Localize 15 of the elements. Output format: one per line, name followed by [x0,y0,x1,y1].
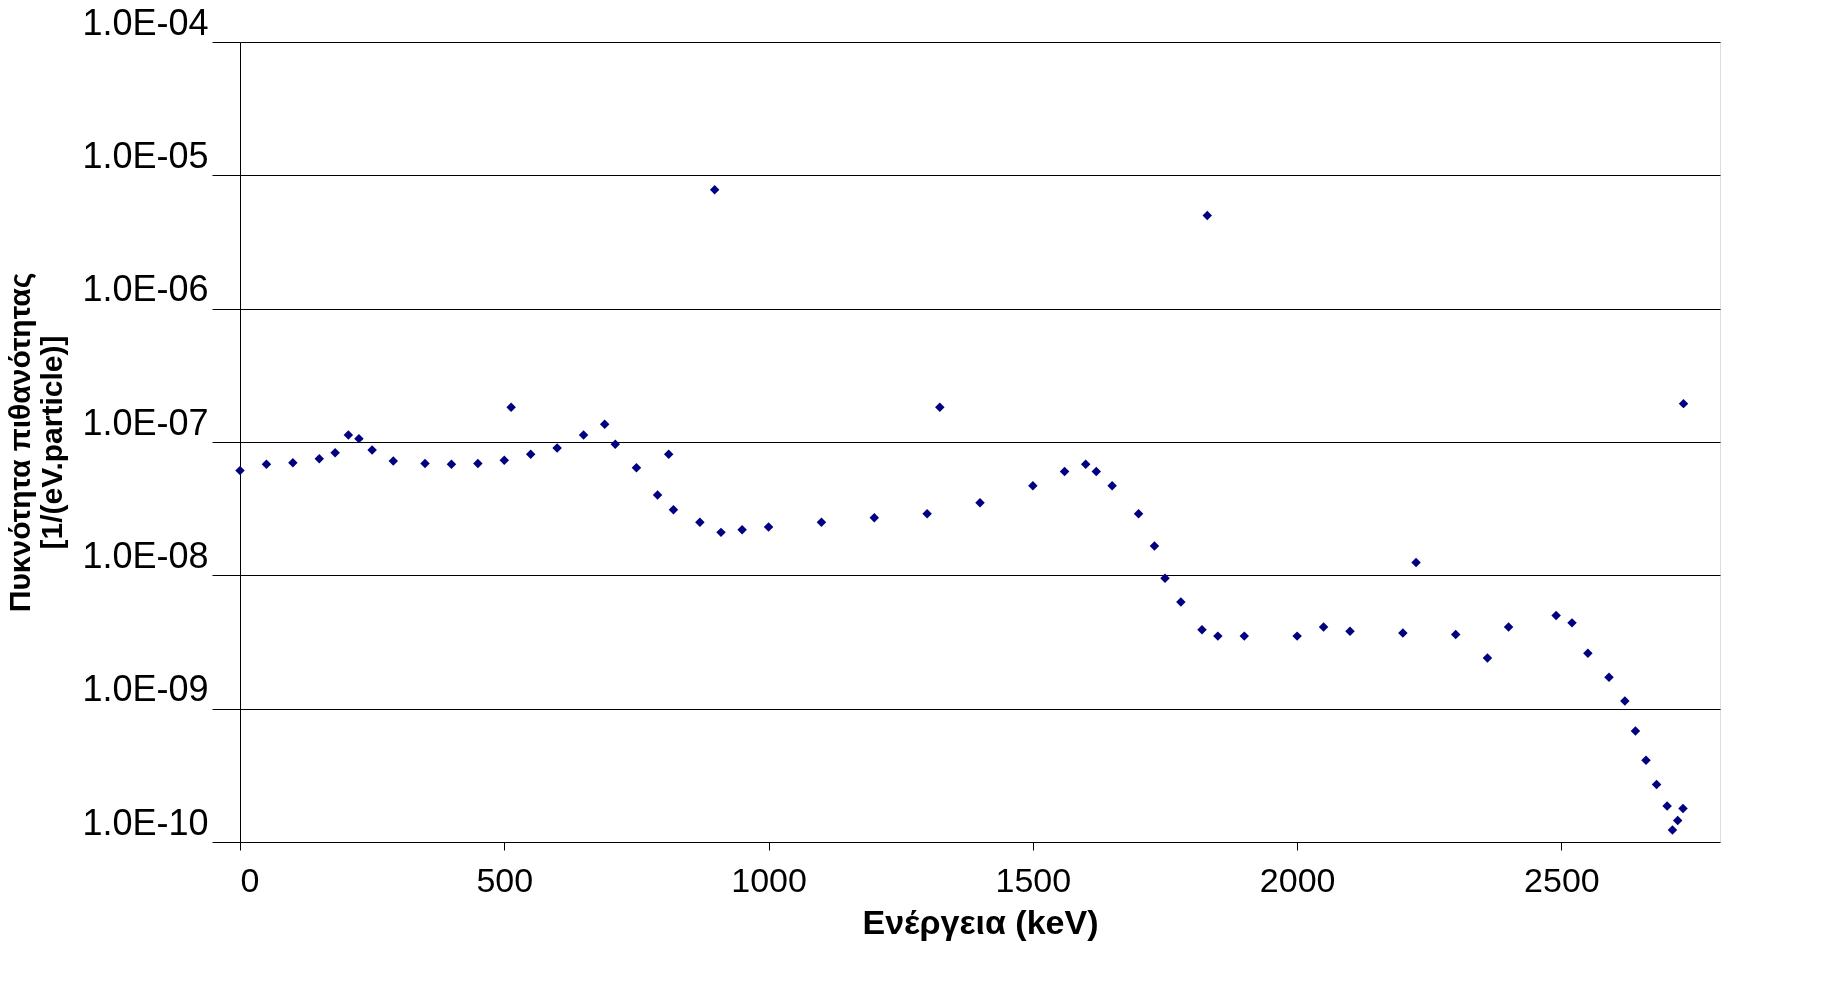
y-tick-label: 1.0E-08 [82,534,209,576]
y-tick-label: 1.0E-05 [82,134,209,176]
x-tick-label: 1500 [995,860,1072,899]
y-tick-label: 1.0E-06 [82,268,209,310]
x-tick-label: 500 [476,860,534,899]
x-tick-label: 1000 [731,860,807,899]
y-tick-label: 1.0E-04 [82,1,209,43]
x-tick-label: 2500 [1524,860,1600,899]
x-tick-label: 2000 [1259,860,1336,899]
y-tick-label: 1.0E-09 [82,668,209,710]
y-tick-label: 1.0E-07 [82,401,209,443]
y-axis-title: Πυκνότητα πιθανότητας [1/(eV.particle)] [3,272,69,613]
y-tick-label: 1.0E-10 [82,801,209,843]
x-axis-title: Ενέργεια (keV) [862,902,1099,941]
x-tick-label: 0 [240,860,260,899]
